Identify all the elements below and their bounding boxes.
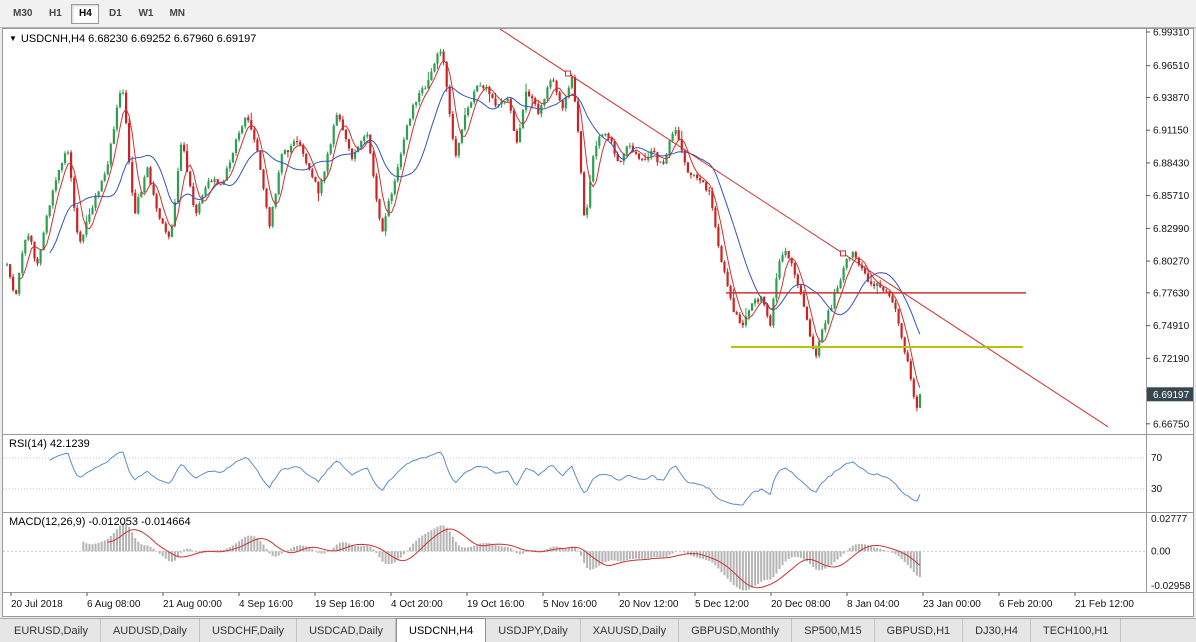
trendline-handle (840, 250, 846, 257)
svg-text:0.02777: 0.02777 (1151, 514, 1188, 525)
svg-text:4 Sep 16:00: 4 Sep 16:00 (239, 599, 293, 610)
svg-text:19 Sep 16:00: 19 Sep 16:00 (315, 599, 375, 610)
svg-text:70: 70 (1151, 453, 1163, 464)
symbol-tab-gbpusd[interactable]: GBPUSD,Monthly (679, 619, 793, 642)
svg-text:6.80270: 6.80270 (1153, 257, 1190, 268)
svg-text:21 Feb 12:00: 21 Feb 12:00 (1075, 599, 1134, 610)
svg-text:0.00: 0.00 (1151, 546, 1171, 557)
svg-text:6 Feb 20:00: 6 Feb 20:00 (999, 599, 1053, 610)
svg-text:6.88430: 6.88430 (1153, 158, 1190, 169)
macd-indicator-label: MACD(12,26,9) -0.012053 -0.014664 (9, 516, 191, 528)
svg-text:6.91150: 6.91150 (1153, 126, 1189, 137)
svg-text:23 Jan 00:00: 23 Jan 00:00 (923, 599, 981, 610)
svg-text:6.77630: 6.77630 (1153, 288, 1190, 299)
symbol-tab-usdchf[interactable]: USDCHF,Daily (200, 619, 298, 642)
ma-slow-line (49, 86, 921, 335)
svg-text:20 Jul 2018: 20 Jul 2018 (11, 599, 63, 610)
chart-canvas[interactable]: 0.02777 0.00 -0.02958 70 30 6.99310 6.96510 6.9… (3, 28, 1193, 616)
symbol-tab-xauusd[interactable]: XAUUSD,Daily (581, 619, 680, 642)
svg-text:5 Dec 12:00: 5 Dec 12:00 (695, 599, 749, 610)
svg-text:21 Aug 00:00: 21 Aug 00:00 (163, 599, 222, 610)
rsi-panel (3, 451, 1146, 506)
svg-text:8 Jan 04:00: 8 Jan 04:00 (847, 599, 900, 610)
symbol-tab-sp500[interactable]: SP500,M15 (792, 619, 875, 642)
symbol-tabbar: EURUSD,Daily AUDUSD,Daily USDCHF,Daily USDC… (0, 618, 1196, 642)
chart-ohlc-header: ▼ USDCNH,H4 6.68230 6.69252 6.67960 6.691… (9, 33, 256, 45)
chevron-down-icon: ▼ (9, 34, 17, 43)
macd-axis[interactable]: 0.02777 0.00 -0.02958 (1151, 514, 1191, 592)
symbol-tab-dj30[interactable]: DJ30,H4 (963, 619, 1031, 642)
symbol-tab-usdcnh[interactable]: USDCNH,H4 (396, 618, 487, 642)
svg-text:6.96510: 6.96510 (1153, 61, 1190, 72)
svg-text:4 Oct 20:00: 4 Oct 20:00 (391, 599, 443, 610)
svg-text:-0.02958: -0.02958 (1151, 581, 1191, 592)
price-current-badge: 6.69197 (1147, 387, 1193, 402)
time-axis[interactable]: 20 Jul 2018 6 Aug 08:00 21 Aug 00:00 4 Sep … (10, 592, 1134, 611)
symbol-tab-usdjpy[interactable]: USDJPY,Daily (486, 619, 581, 642)
macd-panel (3, 523, 1146, 591)
svg-text:6.99310: 6.99310 (1153, 29, 1190, 39)
timeframe-button-h1[interactable]: H1 (41, 4, 69, 24)
symbol-tab-usdcad[interactable]: USDCAD,Daily (297, 619, 397, 642)
timeframe-button-mn[interactable]: MN (162, 4, 192, 24)
candlestick-series (5, 48, 921, 412)
rsi-indicator-label: RSI(14) 42.1239 (9, 438, 90, 450)
svg-text:6.74910: 6.74910 (1153, 321, 1190, 332)
svg-text:20 Nov 12:00: 20 Nov 12:00 (619, 599, 679, 610)
svg-text:6.69197: 6.69197 (1153, 390, 1190, 401)
svg-text:6.93870: 6.93870 (1153, 93, 1190, 104)
svg-text:30: 30 (1151, 484, 1163, 495)
svg-text:6.66750: 6.66750 (1153, 419, 1190, 430)
timeframe-button-w1[interactable]: W1 (131, 4, 160, 24)
svg-text:6.72190: 6.72190 (1153, 354, 1190, 365)
svg-text:5 Nov 16:00: 5 Nov 16:00 (543, 599, 597, 610)
timeframe-button-m30[interactable]: M30 (6, 4, 39, 24)
symbol-tab-audusd[interactable]: AUDUSD,Daily (101, 619, 200, 642)
timeframe-toolbar: M30 H1 H4 D1 W1 MN (0, 0, 1196, 28)
chart-window: ▼ USDCNH,H4 6.68230 6.69252 6.67960 6.691… (2, 28, 1194, 617)
rsi-axis[interactable]: 70 30 (1151, 453, 1163, 495)
svg-text:6 Aug 08:00: 6 Aug 08:00 (87, 599, 141, 610)
trendline-handle (565, 70, 571, 77)
svg-text:19 Oct 16:00: 19 Oct 16:00 (467, 599, 525, 610)
ohlc-text: USDCNH,H4 6.68230 6.69252 6.67960 6.6919… (20, 33, 257, 45)
timeframe-button-h4[interactable]: H4 (71, 3, 100, 24)
symbol-tab-tech100[interactable]: TECH100,H1 (1031, 619, 1122, 642)
timeframe-button-d1[interactable]: D1 (101, 4, 129, 24)
trendline[interactable] (499, 28, 1109, 428)
ma-fast-line (18, 59, 921, 388)
svg-text:6.82990: 6.82990 (1153, 224, 1190, 235)
symbol-tab-eurusd[interactable]: EURUSD,Daily (2, 619, 101, 642)
svg-text:20 Dec 08:00: 20 Dec 08:00 (771, 599, 831, 610)
symbol-tab-gbpusd[interactable]: GBPUSD,H1 (875, 619, 964, 642)
svg-text:6.85710: 6.85710 (1153, 191, 1190, 202)
